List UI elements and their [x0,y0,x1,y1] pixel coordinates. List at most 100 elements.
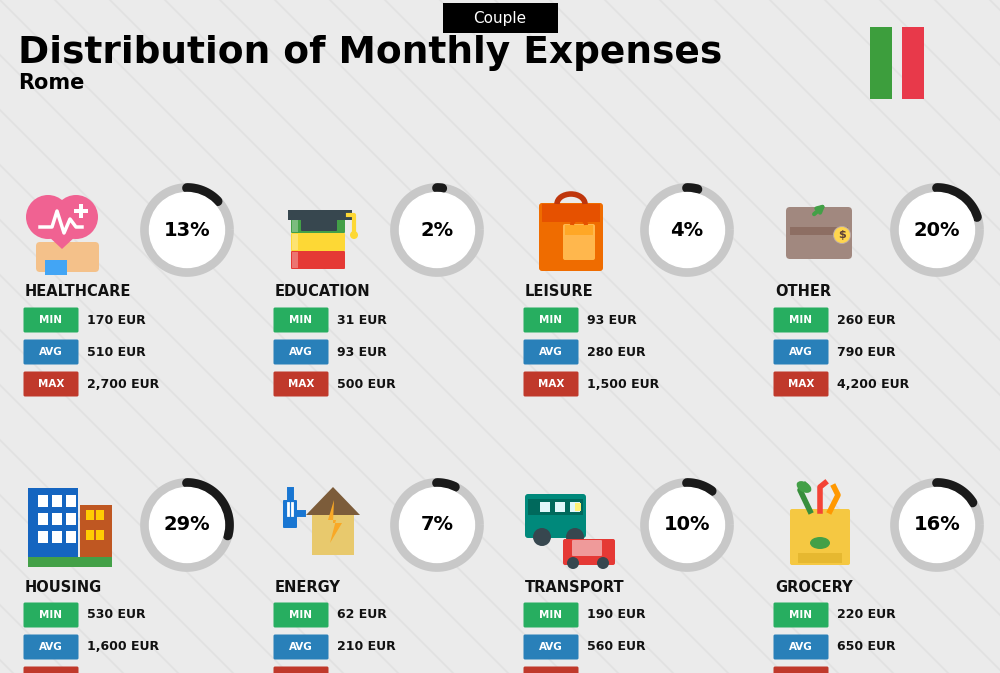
Text: 29%: 29% [164,516,210,534]
Text: 280 EUR: 280 EUR [587,345,646,359]
Text: 7%: 7% [420,516,454,534]
FancyBboxPatch shape [24,666,78,673]
Ellipse shape [833,226,851,244]
FancyBboxPatch shape [291,251,345,269]
Text: 530 EUR: 530 EUR [87,608,146,621]
Text: AVG: AVG [39,642,63,652]
Text: 220 EUR: 220 EUR [837,608,896,621]
Text: MIN: MIN [790,315,812,325]
FancyBboxPatch shape [288,210,352,220]
Text: 93 EUR: 93 EUR [587,314,637,326]
FancyBboxPatch shape [539,203,603,271]
FancyBboxPatch shape [52,513,62,525]
Text: 190 EUR: 190 EUR [587,608,646,621]
Text: AVG: AVG [289,347,313,357]
FancyBboxPatch shape [524,308,578,332]
Ellipse shape [810,537,830,549]
Polygon shape [306,487,360,515]
FancyBboxPatch shape [524,602,578,627]
FancyBboxPatch shape [291,215,345,233]
Text: GROCERY: GROCERY [775,579,853,594]
Circle shape [900,192,974,267]
Text: MIN: MIN [40,610,62,620]
FancyBboxPatch shape [28,488,78,560]
FancyBboxPatch shape [274,339,328,365]
Text: 210 EUR: 210 EUR [337,641,396,653]
FancyBboxPatch shape [45,260,67,275]
Text: MIN: MIN [290,610,312,620]
FancyBboxPatch shape [790,227,848,235]
Polygon shape [32,221,92,249]
FancyBboxPatch shape [24,339,78,365]
FancyBboxPatch shape [38,495,48,507]
Text: 560 EUR: 560 EUR [587,641,646,653]
FancyBboxPatch shape [80,505,112,560]
Text: 650 EUR: 650 EUR [837,641,896,653]
FancyBboxPatch shape [870,27,892,99]
Text: 20%: 20% [914,221,960,240]
FancyBboxPatch shape [274,635,328,660]
Circle shape [150,487,224,563]
FancyBboxPatch shape [301,215,337,231]
Circle shape [350,231,358,239]
FancyBboxPatch shape [28,557,112,567]
FancyBboxPatch shape [24,635,78,660]
Text: OTHER: OTHER [775,285,831,299]
Text: MAX: MAX [788,379,814,389]
Text: 16%: 16% [914,516,960,534]
Text: 2%: 2% [420,221,454,240]
FancyBboxPatch shape [274,602,328,627]
FancyBboxPatch shape [79,204,83,218]
FancyBboxPatch shape [524,371,578,396]
FancyBboxPatch shape [540,502,550,512]
Text: 62 EUR: 62 EUR [337,608,387,621]
Text: HEALTHCARE: HEALTHCARE [25,285,131,299]
FancyBboxPatch shape [292,216,298,232]
FancyBboxPatch shape [66,513,76,525]
Text: MIN: MIN [40,315,62,325]
Text: AVG: AVG [289,642,313,652]
FancyBboxPatch shape [528,499,583,515]
Text: 4%: 4% [670,221,704,240]
Text: 93 EUR: 93 EUR [337,345,387,359]
FancyBboxPatch shape [312,515,354,555]
FancyBboxPatch shape [274,371,328,396]
FancyBboxPatch shape [86,510,94,520]
FancyBboxPatch shape [524,666,578,673]
FancyBboxPatch shape [524,635,578,660]
FancyBboxPatch shape [52,495,62,507]
Text: TRANSPORT: TRANSPORT [525,579,625,594]
FancyBboxPatch shape [575,503,581,511]
Circle shape [650,192,724,267]
FancyBboxPatch shape [52,531,62,543]
Circle shape [566,528,584,546]
Text: MIN: MIN [540,610,562,620]
FancyBboxPatch shape [902,27,924,99]
FancyBboxPatch shape [66,531,76,543]
FancyBboxPatch shape [24,602,78,627]
FancyBboxPatch shape [442,3,558,33]
Polygon shape [328,500,342,543]
Circle shape [400,192,475,267]
FancyBboxPatch shape [291,233,345,251]
FancyBboxPatch shape [555,502,565,512]
Text: 1,600 EUR: 1,600 EUR [87,641,159,653]
Circle shape [834,227,850,243]
Circle shape [597,557,609,569]
Text: EDUCATION: EDUCATION [275,285,371,299]
Text: Rome: Rome [18,73,84,93]
Text: MIN: MIN [540,315,562,325]
Text: 260 EUR: 260 EUR [837,314,896,326]
Circle shape [650,487,724,563]
Text: 2,700 EUR: 2,700 EUR [87,378,159,390]
Text: Distribution of Monthly Expenses: Distribution of Monthly Expenses [18,35,722,71]
FancyBboxPatch shape [96,530,104,540]
Text: AVG: AVG [789,642,813,652]
FancyBboxPatch shape [36,242,99,272]
FancyBboxPatch shape [38,531,48,543]
Text: AVG: AVG [39,347,63,357]
Text: Couple: Couple [473,11,527,26]
Text: 510 EUR: 510 EUR [87,345,146,359]
Text: AVG: AVG [539,347,563,357]
Ellipse shape [797,481,811,493]
